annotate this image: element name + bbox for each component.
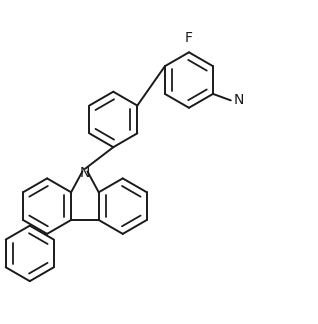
Text: N: N (80, 166, 90, 180)
Text: N: N (233, 93, 244, 107)
Text: F: F (185, 31, 193, 45)
